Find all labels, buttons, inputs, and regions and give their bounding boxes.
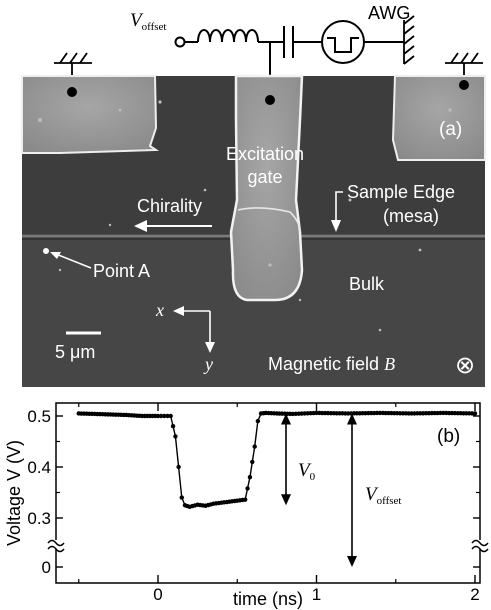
axis-break-icon: [47, 539, 65, 553]
excitation-gate: [229, 74, 304, 302]
point-a-label: Point A: [93, 261, 150, 281]
axis-break-mask: [50, 540, 62, 549]
right-contact-dot: [459, 80, 469, 90]
x-axis-title: time (ns): [233, 589, 303, 609]
y-tick-label: 0.3: [27, 509, 51, 528]
awg-label: AWG: [368, 3, 410, 23]
data-point: [162, 413, 167, 419]
data-point: [247, 475, 253, 480]
data-point: [179, 495, 184, 500]
into-page-icon: ⊗: [455, 352, 475, 379]
data-point: [245, 486, 250, 491]
ground-icon-right: [445, 52, 483, 85]
sample-edge-label-line1: Sample Edge: [347, 182, 455, 202]
chart-axes: 0 0.3 0.4 0.5 0 1 2: [27, 403, 489, 604]
y-tick-label: 0: [42, 558, 51, 577]
x-tick-label: 1: [312, 585, 321, 604]
y-tick-label: 0.5: [27, 407, 51, 426]
bulk-label: Bulk: [349, 274, 385, 294]
scale-bar-label: 5 μm: [55, 342, 95, 362]
axis-y-label: y: [203, 354, 213, 374]
inductor-icon: [197, 29, 259, 43]
x-tick-label: 2: [470, 585, 479, 604]
data-point: [173, 434, 178, 439]
data-point: [472, 411, 478, 416]
left-contact-dot: [67, 87, 77, 97]
voffset-double-arrow: [347, 413, 357, 567]
chart-frame: [55, 402, 481, 584]
data-point: [176, 464, 181, 470]
magnetic-field-label: Magnetic field B: [268, 354, 395, 374]
v0-label: V0: [298, 460, 316, 483]
circuit-diagram: [54, 15, 483, 100]
voffset-terminal-icon: [174, 36, 186, 48]
x-tick-label: 0: [153, 585, 162, 604]
y-tick-label: 0.4: [27, 458, 51, 477]
y-axis-title: Voltage V (V): [4, 440, 24, 546]
voltage-chart: 0 0.3 0.4 0.5 0 1 2: [27, 402, 489, 604]
voffset-label: Voffset: [130, 10, 166, 33]
excitation-gate-label-line2: gate: [247, 167, 282, 187]
chart-series: [76, 410, 478, 509]
right-contact-pad: [391, 75, 486, 161]
v0-double-arrow: [281, 413, 291, 506]
point-a-marker: [43, 248, 49, 254]
gate-contact-dot: [265, 95, 275, 105]
data-point: [158, 413, 164, 419]
axis-break-icon: [471, 539, 489, 553]
chirality-label: Chirality: [137, 196, 202, 216]
data-point: [255, 418, 261, 424]
surface-specks: [38, 100, 452, 332]
chirality-arrow: [134, 220, 212, 232]
data-point: [168, 413, 173, 419]
panel-a-label: (a): [439, 119, 462, 140]
data-point: [250, 459, 255, 465]
axis-x-label: x: [155, 300, 164, 320]
sample-edge-label-line2: (mesa): [383, 206, 439, 226]
data-point: [155, 413, 161, 419]
capacitor-icon: [283, 26, 294, 58]
sample-edge-pointer: [331, 191, 343, 232]
sem-image: [21, 74, 486, 387]
panel-b-label: (b): [437, 426, 460, 447]
coordinate-axes: [173, 306, 215, 353]
data-point: [165, 413, 170, 419]
left-contact-pad: [21, 75, 160, 154]
axis-break-mask: [474, 540, 486, 549]
data-point: [170, 424, 176, 429]
ground-icon-awg: [403, 15, 415, 65]
data-point: [252, 444, 257, 449]
excitation-gate-label-line1: Excitation: [226, 144, 304, 164]
chart-annotations: [281, 413, 357, 567]
voffset-chart-label: Voffset: [365, 484, 401, 507]
data-point: [242, 497, 248, 502]
point-a-pointer: [50, 252, 92, 269]
awg-source-icon: [321, 20, 365, 64]
